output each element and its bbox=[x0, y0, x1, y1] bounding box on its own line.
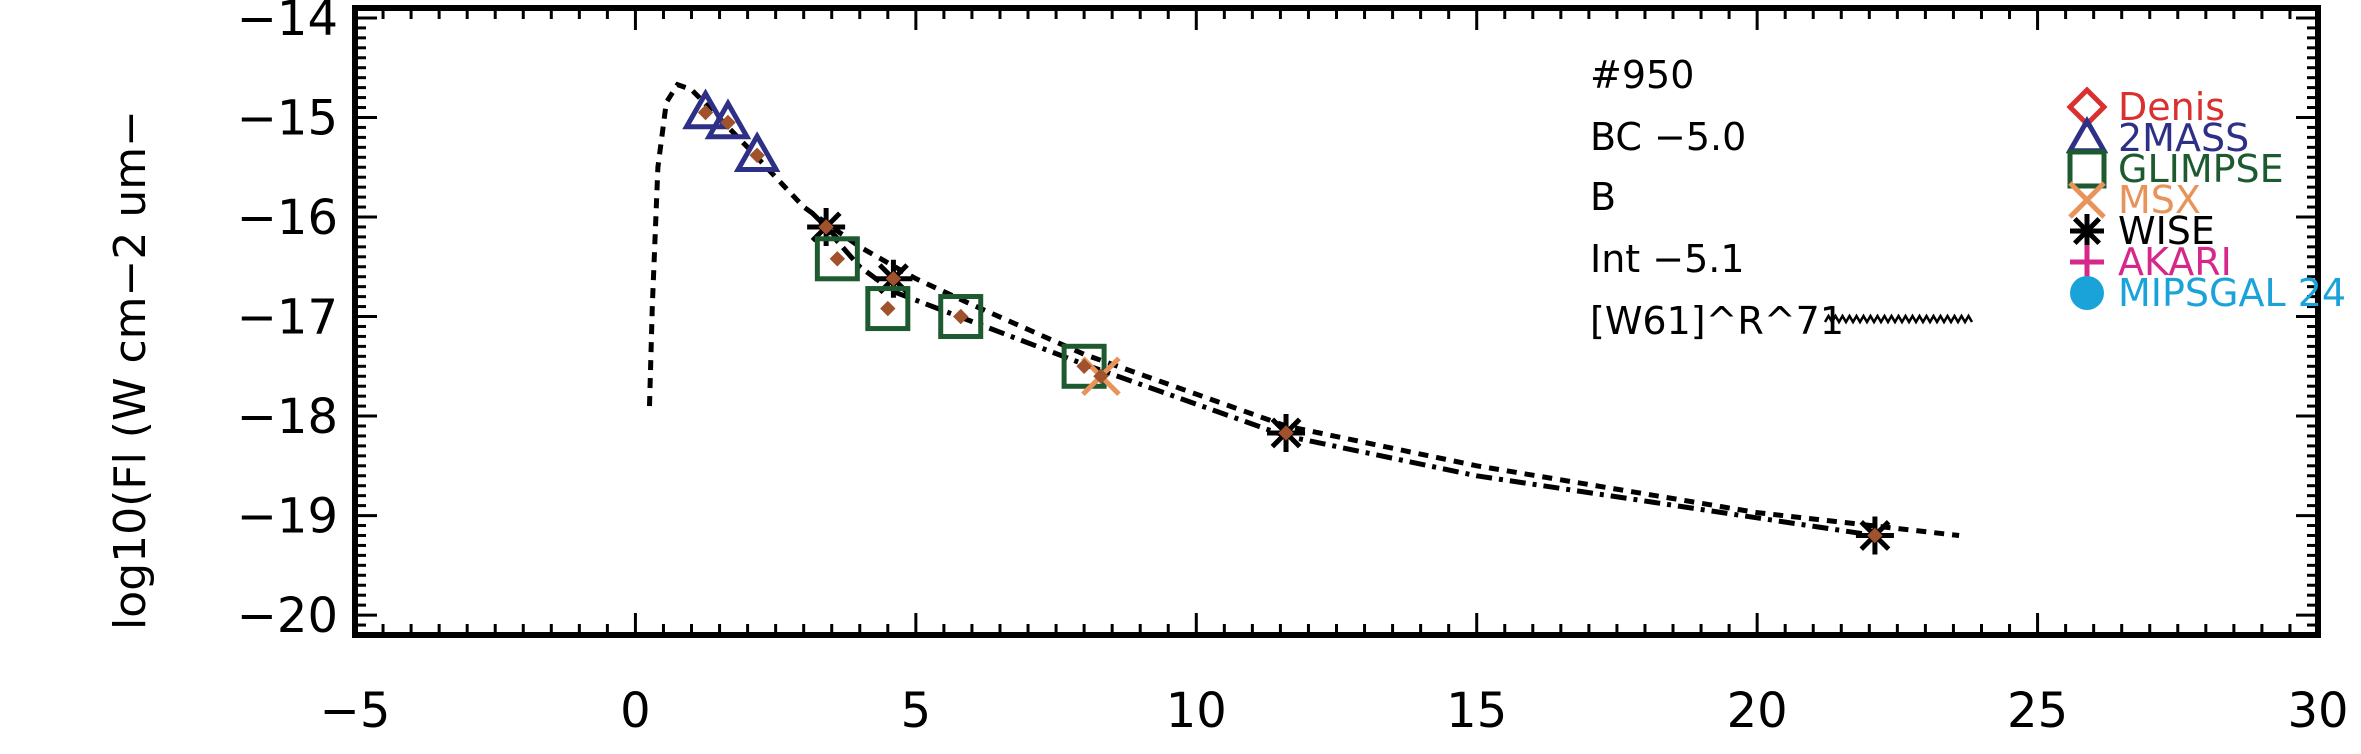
y-tick-label: −17 bbox=[237, 290, 338, 346]
annotation-text: BC −5.0 bbox=[1590, 115, 1746, 159]
legend-label: AKARI bbox=[2118, 240, 2232, 284]
square-data-point bbox=[814, 236, 860, 282]
legend-label: Denis bbox=[2118, 85, 2225, 129]
wise-legend-marker bbox=[2070, 214, 2104, 248]
filled-diamond-data-point bbox=[818, 219, 834, 235]
square-data-point bbox=[938, 294, 984, 340]
filled-diamond-data-point bbox=[1278, 425, 1294, 441]
y-tick-label: −16 bbox=[237, 190, 338, 246]
y-tick-label: −15 bbox=[237, 90, 338, 146]
triangle-data-point bbox=[733, 131, 781, 173]
legend-label: 2MASS bbox=[2118, 116, 2249, 160]
legend-label: MIPSGAL 24 bbox=[2118, 271, 2346, 315]
filled-diamond-data-point bbox=[1076, 358, 1092, 374]
filled-diamond-data-point bbox=[885, 270, 902, 287]
filled-diamond-data-point bbox=[749, 147, 765, 164]
mipsgal-24-legend-marker bbox=[2070, 276, 2104, 310]
annotation-text: [W61]^R^71 bbox=[1590, 299, 1844, 343]
annotation-text: Int −5.1 bbox=[1590, 237, 1745, 281]
x-tick-label: 15 bbox=[1446, 683, 1507, 739]
y-axis-label: log10(Fl (W cm−2 um− bbox=[105, 110, 156, 630]
annotation-text: #950 bbox=[1590, 53, 1694, 97]
glimpse-legend-marker bbox=[2067, 149, 2107, 189]
x-tick-label: 20 bbox=[1727, 683, 1788, 739]
plot-frame bbox=[352, 5, 2321, 638]
filled-diamond-data-point bbox=[697, 104, 714, 121]
triangle-data-point bbox=[682, 88, 729, 130]
msx-legend-marker bbox=[2068, 181, 2106, 219]
x-tick-label: 30 bbox=[2287, 683, 2348, 739]
x-tick-label: 0 bbox=[620, 683, 651, 739]
x-tick-label: 5 bbox=[901, 683, 932, 739]
square-data-point bbox=[1061, 343, 1107, 389]
filled-diamond-data-point bbox=[1867, 527, 1883, 544]
x-tick-label: −5 bbox=[320, 683, 391, 739]
filled-diamond-data-point bbox=[1093, 368, 1109, 384]
dashed-model-curve bbox=[647, 81, 1960, 538]
square-data-point bbox=[865, 286, 911, 332]
filled-diamond-data-point bbox=[829, 251, 846, 267]
legend-label: WISE bbox=[2118, 209, 2215, 253]
y-tick-label: −19 bbox=[237, 489, 338, 545]
annotation-wavy-line bbox=[1823, 313, 1974, 325]
filled-diamond-data-point bbox=[720, 114, 736, 131]
y-tick-label: −14 bbox=[237, 0, 338, 47]
legend-label: MSX bbox=[2118, 178, 2201, 222]
y-tick-label: −20 bbox=[237, 588, 338, 644]
annotation-text: B bbox=[1590, 175, 1616, 219]
filled-diamond-data-point bbox=[953, 308, 969, 325]
filled-diamond-data-point bbox=[880, 300, 896, 317]
x-tick-label: 10 bbox=[1166, 683, 1227, 739]
y-tick-label: −18 bbox=[237, 389, 338, 445]
x-tick-label: 25 bbox=[2007, 683, 2068, 739]
dash-dot-model-curve bbox=[818, 220, 1876, 538]
2mass-legend-marker bbox=[2065, 115, 2109, 154]
akari-legend-marker bbox=[2070, 245, 2104, 279]
legend-label: GLIMPSE bbox=[2118, 147, 2284, 191]
triangle-data-point bbox=[704, 98, 752, 140]
